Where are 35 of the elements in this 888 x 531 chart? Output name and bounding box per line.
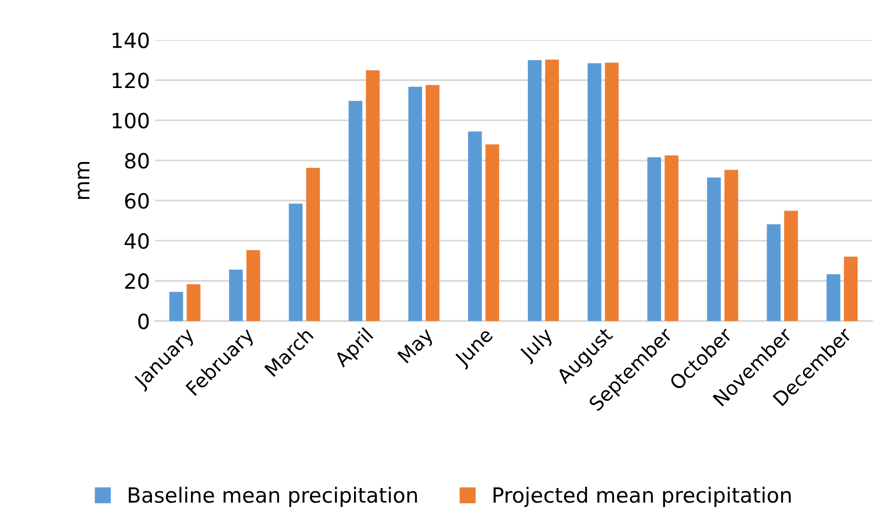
bar (229, 270, 243, 321)
bar (707, 177, 721, 321)
y-tick-label: 60 (125, 193, 149, 209)
y-tick-label: 140 (112, 32, 149, 48)
y-tick-label: 20 (125, 273, 149, 290)
bar (528, 60, 542, 321)
bar (408, 86, 422, 321)
legend-label: Projected mean precipitation (494, 486, 791, 507)
y-tick-label: 100 (112, 112, 149, 128)
bar (426, 84, 440, 321)
y-tick-label: 80 (125, 152, 149, 169)
bar (366, 70, 380, 321)
bar (306, 168, 320, 321)
bar (784, 210, 798, 321)
bar (724, 170, 738, 321)
bar (664, 155, 678, 321)
bar (844, 256, 858, 321)
bar (288, 204, 303, 321)
bar (186, 284, 200, 321)
bar (468, 132, 482, 321)
bar (647, 157, 662, 321)
y-tick-label: 40 (124, 233, 149, 249)
bar (246, 250, 260, 321)
y-axis-title: mm (78, 162, 90, 199)
legend-label: Baseline mean precipitation (128, 486, 417, 507)
bar (545, 60, 559, 321)
y-tick-label: 120 (112, 72, 149, 88)
bar (348, 100, 362, 321)
bar (588, 63, 602, 321)
bar (485, 144, 500, 321)
y-tick-label: 0 (138, 313, 149, 330)
bar (766, 224, 781, 321)
bar (826, 274, 840, 321)
bar (604, 62, 619, 321)
bar (169, 292, 184, 321)
